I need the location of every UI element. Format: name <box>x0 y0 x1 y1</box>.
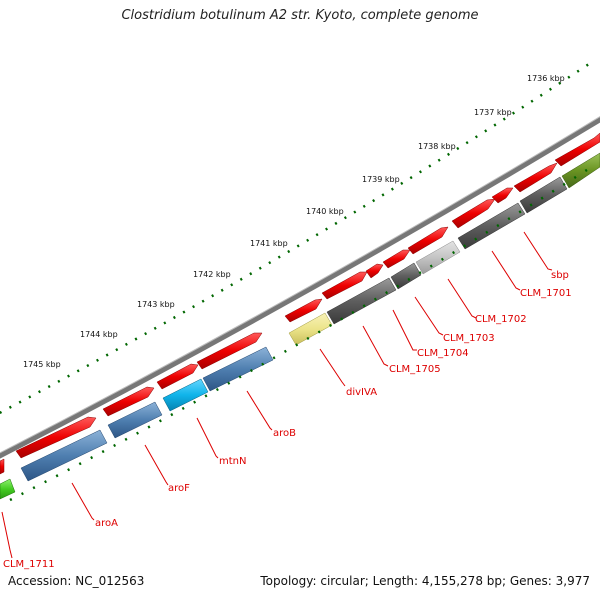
scale-label-1744: 1744 kbp <box>80 330 118 339</box>
leader-arof <box>144 444 169 486</box>
gene-label-clm-1705[interactable]: CLM_1705 <box>389 364 441 375</box>
scale-label-1738: 1738 kbp <box>418 142 456 151</box>
leader-arob <box>246 390 273 431</box>
gene-arrow-clm-1712[interactable] <box>15 416 97 459</box>
gene-arrow-clm-1713[interactable] <box>0 458 5 475</box>
scale-label-1742: 1742 kbp <box>193 270 231 279</box>
scale-labels: 1736 kbp 1737 kbp 1738 kbp 1739 kbp 1740… <box>23 74 565 369</box>
scale-label-1740: 1740 kbp <box>306 207 344 216</box>
leader-clm-1702 <box>447 278 477 319</box>
leader-clm-1704 <box>392 309 417 351</box>
gene-label-sbp[interactable]: sbp <box>551 270 569 281</box>
gene-arrow-arob[interactable] <box>321 271 368 300</box>
gene-label-arob[interactable]: aroB <box>273 428 296 439</box>
inner-tick-ring <box>9 166 591 502</box>
leader-clm-1705 <box>362 325 389 367</box>
scale-label-1739: 1739 kbp <box>362 175 400 184</box>
gene-block-yellow[interactable] <box>288 312 333 346</box>
gene-arrow-clm-1702[interactable] <box>491 187 514 204</box>
reverse-strand-genes <box>0 152 600 500</box>
gene-arrow-arof[interactable] <box>196 332 263 370</box>
accession-text: Accession: NC_012563 <box>8 574 145 588</box>
gene-label-aroa[interactable]: aroA <box>95 518 118 529</box>
gene-block-dark-2[interactable] <box>457 202 526 250</box>
map-title: Clostridium botulinum A2 str. Kyoto, com… <box>121 8 479 23</box>
leader-divIVA <box>319 348 346 387</box>
gene-arrow-clm-1704[interactable] <box>407 226 449 255</box>
gene-block-dark-3[interactable] <box>390 262 422 290</box>
gene-labels: sbp CLM_1701 CLM_1702 CLM_1703 CLM_1704 … <box>3 270 572 570</box>
gene-label-divIVA[interactable]: divIVA <box>346 387 377 398</box>
label-leaders <box>1 231 553 559</box>
gene-arrow-divIVA[interactable] <box>365 263 384 279</box>
leader-clm-1701 <box>491 250 521 291</box>
backbone <box>0 116 600 459</box>
gene-block-green-clm-1711[interactable] <box>0 478 16 500</box>
gene-block-blue-arob[interactable] <box>202 346 274 392</box>
gene-arrow-clm-1711[interactable] <box>102 386 155 417</box>
leader-sbp <box>523 231 553 271</box>
gene-arrow-clm-1701[interactable] <box>513 162 558 193</box>
gene-arrow-clm-1703[interactable] <box>451 198 496 229</box>
gene-label-clm-1703[interactable]: CLM_1703 <box>443 333 495 344</box>
gene-label-clm-1701[interactable]: CLM_1701 <box>520 288 572 299</box>
scale-ring <box>0 60 593 415</box>
gene-label-clm-1711[interactable]: CLM_1711 <box>3 559 55 570</box>
gene-block-olive[interactable] <box>561 152 600 189</box>
gene-block-dark-1[interactable] <box>519 176 568 214</box>
gene-block-cyan-mtnn[interactable] <box>162 378 209 412</box>
gene-block-blue-aroa[interactable] <box>20 429 108 482</box>
gene-label-mtnn[interactable]: mtnN <box>219 456 246 467</box>
scale-label-1745: 1745 kbp <box>23 360 61 369</box>
gene-block-blue-arof[interactable] <box>107 401 163 439</box>
gene-label-clm-1702[interactable]: CLM_1702 <box>475 314 527 325</box>
scale-label-1741: 1741 kbp <box>250 239 288 248</box>
gene-label-arof[interactable]: aroF <box>168 483 190 494</box>
scale-label-1736: 1736 kbp <box>527 74 565 83</box>
gene-arrow-mtnn[interactable] <box>284 298 323 323</box>
scale-label-1743: 1743 kbp <box>137 300 175 309</box>
gene-arrow-sbp[interactable] <box>554 132 600 167</box>
gene-arrow-aroa[interactable] <box>156 363 199 390</box>
leader-clm-1703 <box>414 296 444 336</box>
leader-mtnn <box>196 417 219 459</box>
leader-aroa <box>71 482 95 521</box>
scale-label-1737: 1737 kbp <box>474 108 512 117</box>
forward-strand-genes <box>0 132 600 475</box>
topology-text: Topology: circular; Length: 4,155,278 bp… <box>260 574 590 588</box>
gene-label-clm-1704[interactable]: CLM_1704 <box>417 348 469 359</box>
leader-clm-1711 <box>1 511 13 559</box>
gene-block-light[interactable] <box>415 240 461 275</box>
gene-arrow-clm-1705[interactable] <box>382 249 411 269</box>
gene-block-dark-4[interactable] <box>326 277 397 325</box>
